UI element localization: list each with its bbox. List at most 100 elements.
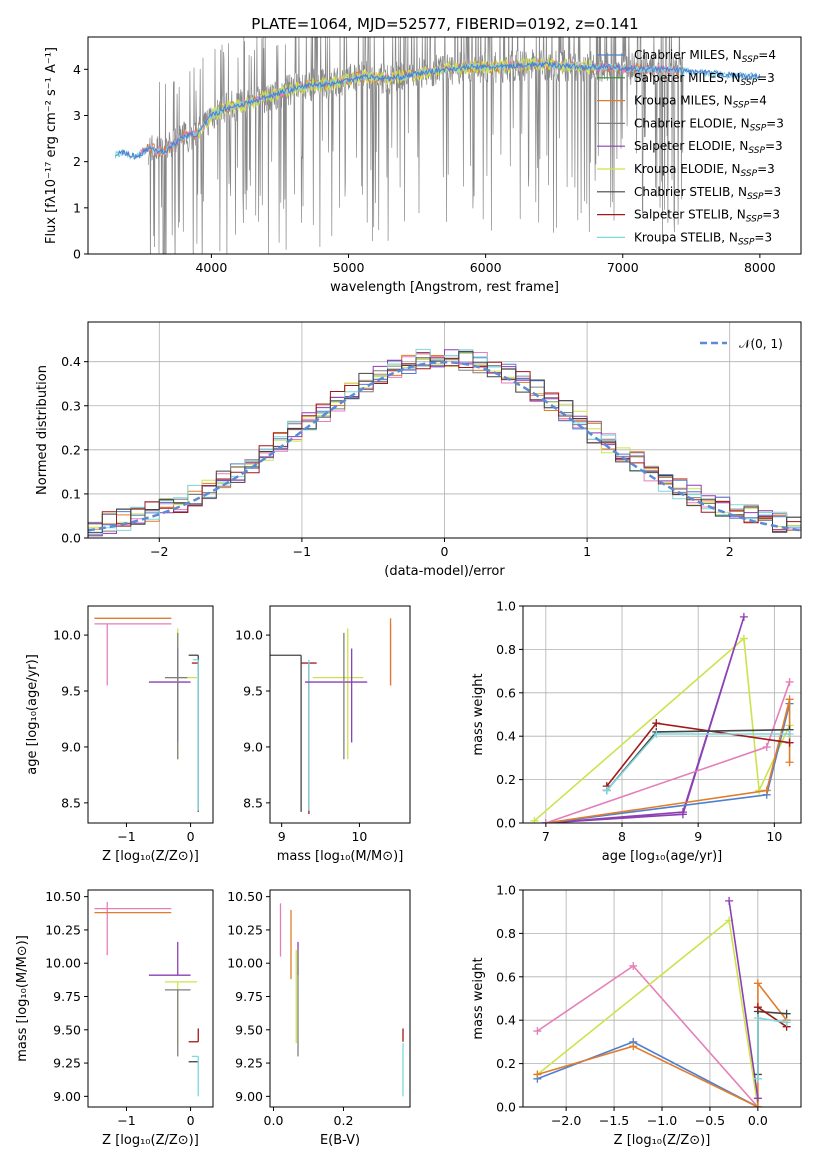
plot-area xyxy=(94,901,199,1097)
y-tick-label: 10.25 xyxy=(227,922,263,937)
observed-spectrum-line xyxy=(147,37,684,254)
legend-label-sub: SSP xyxy=(738,237,755,247)
y-tick-label: 10.25 xyxy=(45,922,81,937)
x-tick-label: 7 xyxy=(542,829,550,844)
legend-label: Chabrier MILES, NSSP=4 xyxy=(634,48,776,65)
weight-marker xyxy=(753,979,762,988)
weight-marker xyxy=(782,1018,791,1027)
y-tick-label: 10.00 xyxy=(45,956,81,971)
legend-label-main: Salpeter STELIB, N xyxy=(634,208,746,222)
y-tick-label: 9.25 xyxy=(235,1056,263,1071)
legend-label-sub: SSP xyxy=(748,146,765,156)
weight-marker xyxy=(785,730,794,739)
y-tick-label: 0.8 xyxy=(496,642,516,657)
weight-series-line xyxy=(757,1017,787,1079)
plot-area xyxy=(88,348,801,538)
x-tick-label: −2 xyxy=(150,544,168,559)
weight-series-line xyxy=(757,1006,788,1028)
y-tick-label: 0 xyxy=(73,247,81,262)
y-tick-label: 9.75 xyxy=(235,989,263,1004)
y-tick-label: 9.00 xyxy=(235,1089,263,1104)
weight-series-line xyxy=(545,699,791,823)
axes-frame xyxy=(87,605,214,824)
x-tick-label: 0 xyxy=(187,1113,195,1128)
y-tick-label: 9.00 xyxy=(53,1089,81,1104)
y-axis-label: Flux [fλ10⁻¹⁷ erg cm⁻² s⁻¹ A⁻¹] xyxy=(44,47,59,244)
x-tick-label: 2 xyxy=(726,544,734,559)
weight-marker xyxy=(785,758,794,767)
x-axis-label: wavelength [Angstrom, rest frame] xyxy=(330,280,559,295)
weight-series-line xyxy=(536,918,759,1107)
y-tick-label: 0.0 xyxy=(496,816,516,831)
x-tick-label: 0.2 xyxy=(334,1113,354,1128)
y-tick-label: 1.0 xyxy=(496,883,516,898)
axes-frame xyxy=(87,36,802,255)
y-tick-label: 9.50 xyxy=(53,1022,81,1037)
y-tick-label: 10.50 xyxy=(45,889,81,904)
legend-label-main: Kroupa MILES, N xyxy=(634,94,733,108)
x-tick-label: 5000 xyxy=(333,260,365,275)
weight-vs-age-panel: 7 8 9 10 0.0 0.2 0.4 0.6 0.8 1.0 age [log₁₀(age/yr… xyxy=(471,599,802,864)
legend-label-main: Chabrier STELIB, N xyxy=(634,185,747,199)
legend-label-rest: =3 xyxy=(765,139,783,153)
legend-label-rest: =3 xyxy=(754,230,772,244)
y-tick-label: 9.5 xyxy=(61,684,81,699)
x-tick-label: 6000 xyxy=(470,260,502,275)
y-tick-label: 9.0 xyxy=(243,739,263,754)
legend-label: Salpeter STELIB, NSSP=3 xyxy=(634,208,780,225)
y-tick-label: 1.0 xyxy=(496,599,516,614)
y-tick-label: 9.0 xyxy=(61,739,81,754)
legend-label: Kroupa STELIB, NSSP=3 xyxy=(634,230,772,247)
weight-marker xyxy=(533,1027,542,1036)
plot-area xyxy=(530,612,794,823)
spectrum-legend: Chabrier MILES, NSSP=4 Salpeter MILES, NS… xyxy=(597,48,784,247)
x-axis-label: E(B-V) xyxy=(320,1133,360,1148)
axes-frame xyxy=(87,889,214,1108)
legend-label-rest: =4 xyxy=(749,94,767,108)
plot-area xyxy=(94,617,199,812)
legend-label: Chabrier STELIB, NSSP=3 xyxy=(634,185,781,202)
y-tick-label: 1 xyxy=(73,200,81,215)
legend-label-rest: =3 xyxy=(764,185,782,199)
x-tick-label: 9 xyxy=(694,829,702,844)
weight-series-line xyxy=(536,964,759,1107)
y-tick-label: 4 xyxy=(73,62,81,77)
y-tick-label: 2 xyxy=(73,154,81,169)
x-tick-label: 9 xyxy=(278,829,286,844)
weight-marker xyxy=(762,743,771,752)
age-vs-metallicity-panel: −1 0 8.5 9.0 9.5 10.0 Z [log₁₀(Z/Z⊙)] age [log₁… xyxy=(25,605,214,864)
y-tick-label: 8.5 xyxy=(243,795,263,810)
weight-marker xyxy=(533,1070,542,1079)
x-axis-label: Z [log₁₀(Z/Z⊙)] xyxy=(102,849,199,864)
y-axis-label: mass weight xyxy=(471,957,486,1039)
x-axis-label: age [log₁₀(age/yr)] xyxy=(602,849,723,864)
weight-marker xyxy=(652,719,661,728)
legend-label: Salpeter MILES, NSSP=3 xyxy=(634,71,775,88)
legend-label: Kroupa MILES, NSSP=4 xyxy=(634,94,767,111)
y-tick-label: 10.0 xyxy=(235,628,263,643)
legend-label-rest: =3 xyxy=(757,71,775,85)
weight-marker xyxy=(629,1042,638,1051)
model-spectrum-line xyxy=(197,56,596,139)
x-tick-label: 0.0 xyxy=(264,1113,284,1128)
figure-title: PLATE=1064, MJD=52577, FIBERID=0192, z=0… xyxy=(251,15,638,33)
x-tick-label: 8000 xyxy=(744,260,776,275)
legend-label-sub: SSP xyxy=(733,101,750,111)
legend-label-rest: =3 xyxy=(762,208,780,222)
weight-marker xyxy=(762,786,771,795)
y-tick-label: 0.6 xyxy=(496,685,516,700)
x-tick-label: 1 xyxy=(583,544,591,559)
y-tick-label: 9.5 xyxy=(243,684,263,699)
x-axis-label: Z [log₁₀(Z/Z⊙)] xyxy=(614,1133,711,1148)
weight-marker xyxy=(739,634,748,643)
y-tick-label: 9.50 xyxy=(235,1022,263,1037)
axes-frame xyxy=(269,605,411,824)
weight-marker xyxy=(652,730,661,739)
y-axis-label: Normed distribution xyxy=(35,365,50,495)
legend-label-main: Kroupa ELODIE, N xyxy=(634,162,741,176)
weight-marker xyxy=(753,1003,762,1012)
y-tick-label: 0.4 xyxy=(496,729,516,744)
y-tick-label: 9.75 xyxy=(53,989,81,1004)
weight-series-line xyxy=(728,900,759,1099)
y-axis-label: age [log₁₀(age/yr)] xyxy=(25,654,40,775)
